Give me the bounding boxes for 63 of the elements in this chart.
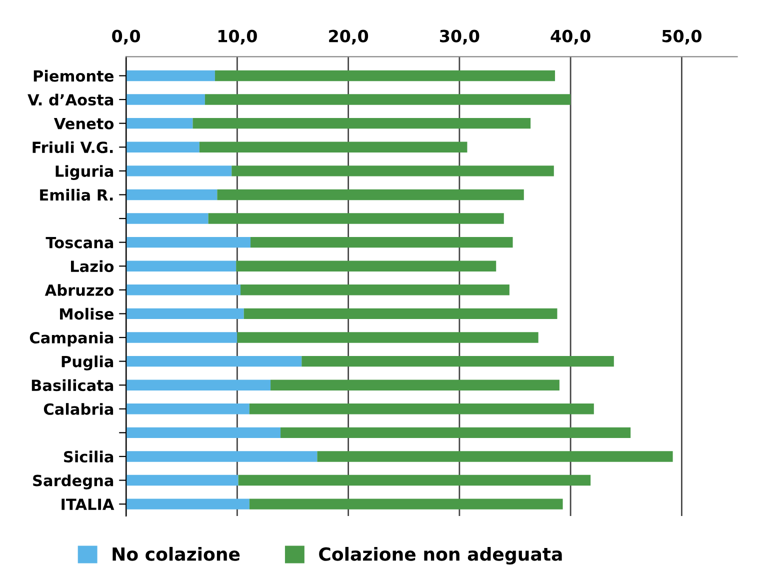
bar xyxy=(126,474,238,486)
bar xyxy=(192,118,531,129)
y-tick-label: Friuli V.G. xyxy=(32,141,113,154)
bar xyxy=(232,166,554,176)
bar xyxy=(126,308,244,320)
bar xyxy=(199,142,468,152)
bar xyxy=(126,451,318,462)
bar xyxy=(317,451,673,462)
legend-label: No colazione xyxy=(112,546,240,561)
bar xyxy=(214,70,556,82)
x-tick-label: 50,0 xyxy=(662,30,702,44)
bar xyxy=(249,404,594,414)
bar xyxy=(270,380,560,390)
y-tick-label: Toscana xyxy=(46,236,114,248)
bar xyxy=(244,308,558,320)
bar xyxy=(236,260,496,272)
y-tick-label: Puglia xyxy=(62,355,114,370)
bar xyxy=(126,284,241,296)
x-tick-label: 0,0 xyxy=(112,30,140,44)
y-tick-label: Abruzzo xyxy=(44,284,114,296)
x-tick-label: 30,0 xyxy=(440,30,480,44)
bar xyxy=(126,380,271,390)
bar xyxy=(240,284,510,296)
bar xyxy=(250,236,513,248)
bar xyxy=(126,260,236,272)
y-tick-label: Sicilia xyxy=(64,450,114,462)
y-tick-label: Calabria xyxy=(44,403,114,415)
legend-label: Colazione non adeguata xyxy=(319,546,562,565)
y-tick-label: Liguria xyxy=(56,165,114,180)
x-tick-label: 40,0 xyxy=(550,30,590,44)
y-tick-label: ITALIA xyxy=(62,498,114,510)
bar xyxy=(208,213,504,224)
y-tick-label: Campania xyxy=(30,332,114,346)
bar xyxy=(126,498,250,510)
bar xyxy=(126,166,232,176)
bar xyxy=(280,427,631,438)
y-tick-label: Piemonte xyxy=(34,70,114,82)
bar xyxy=(126,356,302,367)
bar xyxy=(126,427,281,438)
bar xyxy=(302,356,614,367)
bar xyxy=(126,70,215,82)
bar xyxy=(126,213,208,224)
bar xyxy=(237,332,538,343)
bar xyxy=(249,498,563,510)
bar xyxy=(204,94,571,105)
y-tick-label: Emilia R. xyxy=(40,188,113,201)
y-tick-label: Veneto xyxy=(54,118,114,130)
y-tick-label: Lazio xyxy=(70,260,114,272)
x-tick-label: 10,0 xyxy=(218,30,257,44)
bar xyxy=(126,189,218,200)
bar xyxy=(126,118,193,129)
bar xyxy=(217,189,524,200)
bar xyxy=(126,94,205,105)
y-tick-label: Sardegna xyxy=(33,474,114,490)
bar xyxy=(126,332,238,343)
y-tick-label: V. d’Aosta xyxy=(28,94,114,106)
bar xyxy=(126,404,250,414)
y-tick-label: Molise xyxy=(60,308,114,320)
bar xyxy=(126,236,251,248)
bar xyxy=(126,142,200,152)
bar xyxy=(238,474,591,486)
y-tick-label: Basilicata xyxy=(32,379,114,392)
x-tick-label: 20,0 xyxy=(329,30,368,44)
